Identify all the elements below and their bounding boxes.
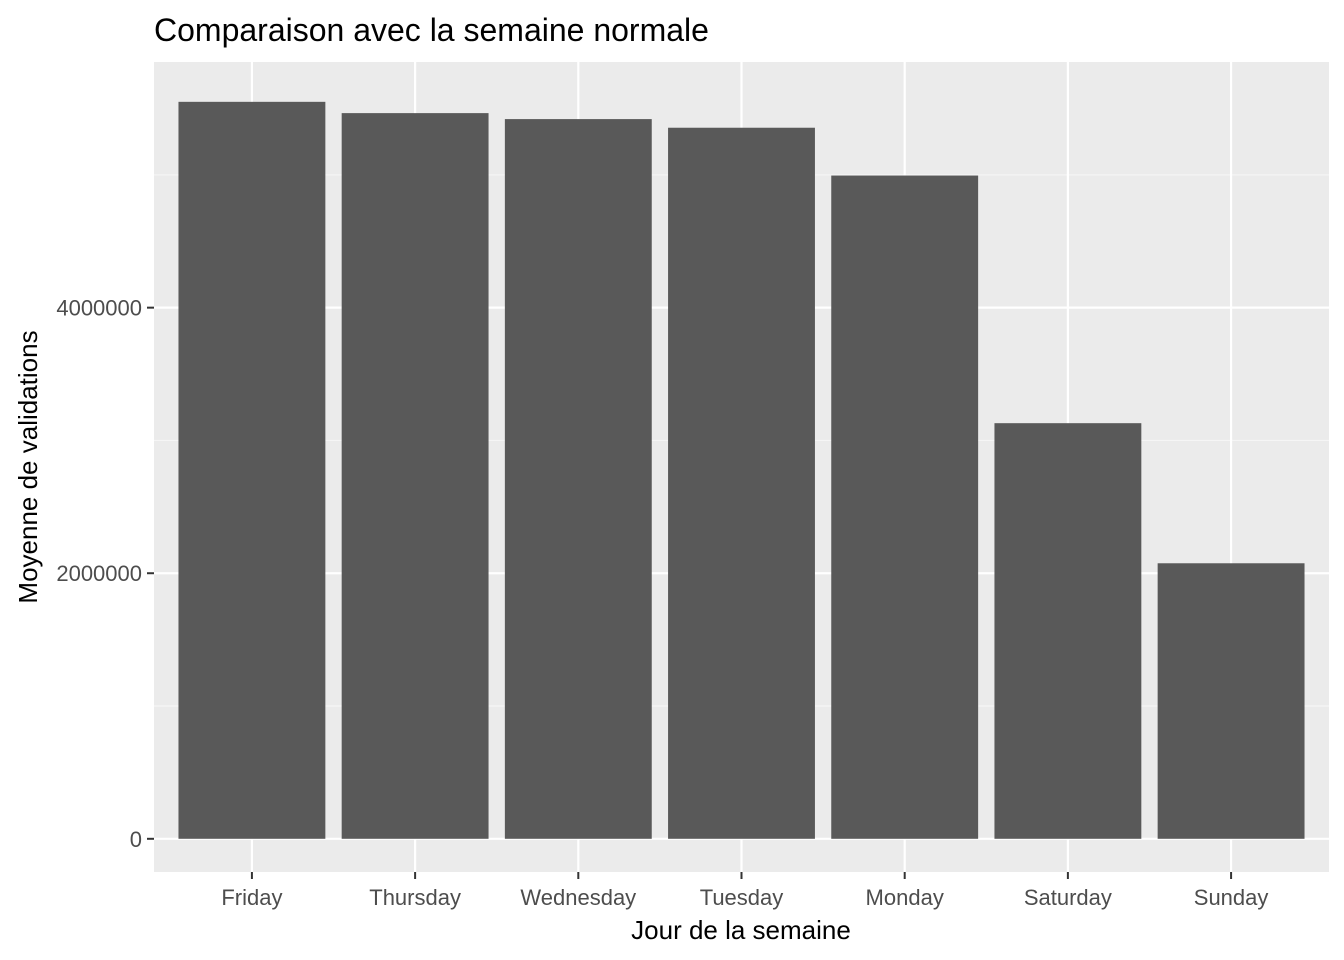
bar-friday: [178, 101, 326, 839]
y-axis-title: Moyenne de validations: [13, 330, 43, 603]
x-tick-label: Sunday: [1194, 885, 1269, 910]
chart-title: Comparaison avec la semaine normale: [154, 12, 709, 48]
bar-monday: [831, 175, 979, 839]
x-tick-label: Tuesday: [700, 885, 784, 910]
bar-thursday: [341, 113, 489, 839]
axes: 0 2000000 4000000 Friday Thursday Wednesday Tu…: [56, 296, 1268, 910]
bar-sunday: [1157, 563, 1305, 839]
x-tick-label: Thursday: [369, 885, 461, 910]
bars: [178, 101, 1305, 839]
bar-wednesday: [504, 119, 652, 839]
y-tick-label: 4000000: [56, 296, 142, 321]
x-tick-label: Saturday: [1024, 885, 1112, 910]
x-tick-label: Wednesday: [520, 885, 636, 910]
x-axis-title: Jour de la semaine: [631, 915, 851, 945]
bar-saturday: [994, 423, 1142, 839]
x-tick-label: Friday: [221, 885, 282, 910]
y-tick-label: 0: [130, 827, 142, 852]
bar-tuesday: [668, 127, 815, 839]
y-tick-label: 2000000: [56, 561, 142, 586]
x-tick-label: Monday: [866, 885, 944, 910]
